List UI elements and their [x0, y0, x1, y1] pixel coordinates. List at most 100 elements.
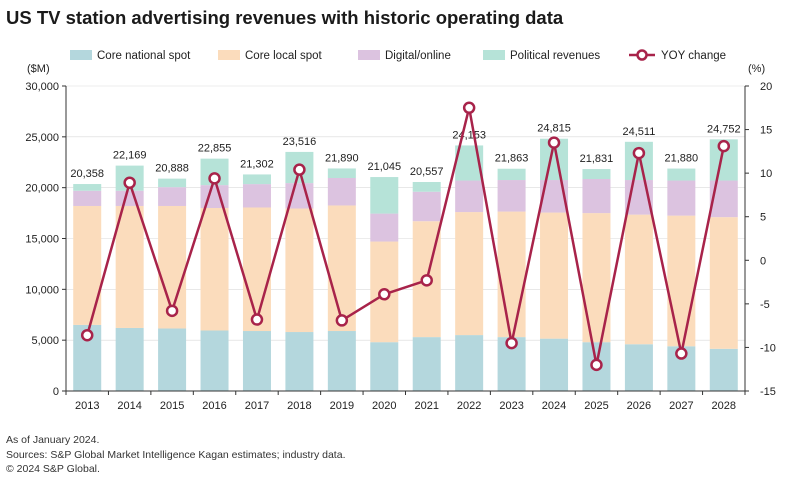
legend-swatch	[358, 50, 380, 60]
footer-as-of: As of January 2024.	[6, 434, 100, 446]
total-label: 20,557	[410, 166, 444, 178]
axes	[62, 85, 749, 395]
total-label: 21,302	[240, 158, 274, 170]
left-tick-label: 20,000	[25, 183, 59, 195]
yoy-marker-2024	[547, 136, 561, 149]
total-label: 22,855	[198, 143, 232, 155]
total-label: 21,863	[495, 153, 529, 165]
bar-digital	[497, 180, 526, 212]
legend-item-digital: Digital/online	[358, 50, 451, 62]
bar-digital	[370, 213, 399, 242]
bar-core-national	[242, 331, 271, 391]
x-tick-label: 2024	[542, 400, 566, 412]
legend-label: Digital/online	[385, 50, 451, 62]
x-tick-label: 2023	[499, 400, 523, 412]
yoy-marker-2023	[505, 336, 518, 350]
bar-stack-2023	[497, 168, 526, 391]
bar-stack-2028	[709, 139, 738, 391]
legend-item-core-local: Core local spot	[218, 50, 323, 62]
bar-core-local	[624, 214, 653, 345]
total-label: 21,890	[325, 152, 359, 164]
legend: Core national spot Core local spot Digital…	[70, 49, 726, 62]
bar-core-local	[327, 205, 356, 332]
bar-digital	[73, 190, 102, 206]
bar-stack-2025	[582, 169, 611, 391]
right-tick-label: 20	[760, 81, 772, 93]
bar-digital	[242, 184, 271, 208]
yoy-marker-2027	[675, 347, 688, 360]
x-tick-label: 2014	[117, 400, 141, 412]
bar-stack-2026	[624, 141, 653, 391]
bar-core-national	[200, 330, 229, 391]
bar-core-national	[370, 342, 399, 391]
bar-core-local	[540, 212, 569, 339]
bar-core-national	[327, 331, 356, 391]
left-tick-label: 30,000	[25, 81, 59, 93]
yoy-marker-2016	[208, 172, 221, 185]
bar-core-national	[455, 335, 484, 391]
yoy-marker-2017	[250, 313, 264, 326]
total-label: 24,752	[707, 123, 741, 135]
legend-label: YOY change	[661, 50, 726, 62]
bar-core-national	[115, 327, 144, 391]
legend-label: Political revenues	[510, 50, 600, 62]
bar-stack-2013	[73, 184, 102, 391]
legend-item-yoy-change: YOY change	[629, 49, 726, 62]
bar-political	[412, 182, 441, 192]
bar-core-local	[497, 211, 526, 338]
yoy-marker-2025	[590, 358, 603, 372]
yoy-marker-2014	[123, 176, 136, 189]
bar-stack-2022	[455, 145, 484, 391]
right-tick-label: -10	[760, 342, 776, 354]
total-label: 24,815	[537, 123, 571, 135]
bar-core-national	[540, 338, 569, 391]
bar-political	[73, 184, 102, 191]
legend-marker	[636, 49, 648, 61]
bars	[73, 138, 738, 391]
right-axis-unit: (%)	[748, 63, 765, 75]
yoy-marker-2015	[165, 304, 179, 318]
bar-digital	[327, 178, 356, 206]
legend-swatch	[218, 50, 240, 60]
left-tick-label: 5,000	[31, 335, 59, 347]
legend-label: Core local spot	[245, 50, 323, 62]
total-label: 21,831	[580, 153, 614, 165]
x-tick-label: 2019	[330, 400, 354, 412]
bar-core-local	[285, 208, 314, 333]
total-label: 20,358	[70, 168, 104, 180]
bar-digital	[582, 179, 611, 214]
legend-swatch	[483, 50, 505, 60]
bar-stack-2027	[667, 168, 696, 391]
yoy-marker-2018	[293, 163, 306, 176]
bar-political	[158, 178, 187, 188]
left-tick-label: 0	[53, 386, 59, 398]
legend-label: Core national spot	[97, 50, 191, 62]
bar-stack-2018	[285, 151, 314, 391]
left-tick-label: 15,000	[25, 234, 59, 246]
total-label: 24,511	[622, 126, 655, 138]
x-tick-label: 2015	[160, 400, 184, 412]
x-tick-label: 2027	[669, 400, 693, 412]
yoy-marker-2021	[420, 274, 433, 287]
bar-core-local	[667, 215, 696, 347]
bar-stack-2014	[115, 165, 144, 391]
bar-political	[582, 169, 611, 180]
bar-digital	[412, 191, 441, 222]
bar-core-local	[115, 205, 144, 328]
left-tick-label: 25,000	[25, 132, 59, 144]
bar-core-local	[455, 212, 484, 336]
left-tick-label: 10,000	[25, 284, 59, 296]
x-tick-label: 2026	[627, 400, 651, 412]
x-tick-label: 2020	[372, 400, 396, 412]
chart-canvas: Core national spot Core local spot Digital…	[25, 49, 776, 412]
right-tick-label: -15	[760, 386, 776, 398]
bar-core-national	[624, 344, 653, 391]
right-tick-label: 0	[760, 255, 766, 267]
bar-political	[242, 174, 271, 185]
bar-core-local	[73, 205, 102, 325]
right-tick-label: 5	[760, 212, 766, 224]
legend-item-core-national: Core national spot	[70, 50, 191, 62]
x-tick-label: 2028	[712, 400, 736, 412]
tick-labels: ($M) (%) 0 5,000 10,000 15,000 20,000 25,000 30,…	[25, 63, 776, 412]
x-tick-label: 2018	[287, 400, 311, 412]
